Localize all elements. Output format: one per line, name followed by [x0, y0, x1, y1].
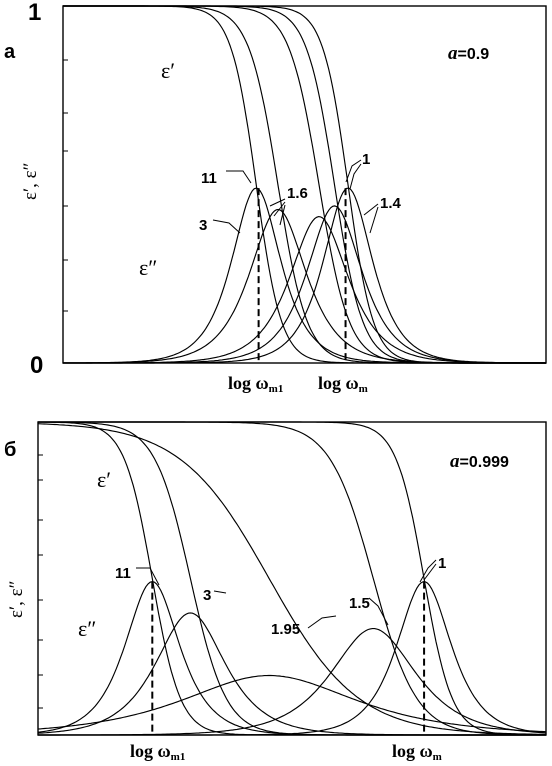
series-label-1-a: 1	[362, 151, 370, 168]
label-leader-7	[363, 203, 379, 216]
label-leader-8	[369, 206, 379, 234]
x-tick-label-wm1-b: log ωm1	[130, 741, 185, 763]
y-tick-label-1: 1	[28, 0, 41, 26]
label-leader-5	[423, 563, 437, 581]
param-symbol-b: a	[450, 451, 460, 472]
label-leader-1	[213, 590, 227, 594]
eps-imag-curve-1	[38, 581, 547, 736]
param-label-a: a=0.9	[448, 43, 489, 64]
label-leader-4	[419, 559, 437, 583]
eps-imag-curve-11	[37, 581, 546, 736]
y-axis-label-a: ε′, ε″	[20, 162, 41, 200]
ticks-b	[38, 454, 43, 709]
leaders-a	[212, 159, 379, 234]
eps-imag-curve-1-4	[63, 205, 546, 364]
x-tick-label-wm-a: log ωm	[318, 373, 368, 395]
series-label-3-b: 3	[203, 587, 211, 604]
curves-b	[37, 421, 547, 736]
series-label-1-b: 1	[438, 555, 446, 572]
series-label-1-5-b: 1.5	[349, 595, 370, 612]
label-leader-1	[212, 219, 241, 234]
param-value-a: =0.9	[458, 46, 490, 63]
curve-label-eps-imag-b: ε″	[78, 616, 96, 641]
eps-real-curve-1	[63, 5, 546, 364]
plot-frame-a	[62, 5, 547, 364]
y-axis-label-b: ε′, ε″	[6, 580, 27, 618]
markers-b	[151, 581, 426, 735]
eps-imag-curve-11	[63, 187, 546, 364]
series-label-11-a: 11	[201, 170, 217, 187]
series-label-11-b: 11	[115, 565, 131, 582]
eps-imag-curve-1	[63, 187, 546, 364]
series-label-3-a: 3	[199, 217, 207, 234]
label-leader-3	[368, 597, 389, 626]
x-tick-label-wm1-a: log ωm1	[228, 373, 283, 395]
series-label-1-4-a: 1.4	[380, 195, 402, 212]
markers-a	[257, 188, 347, 363]
label-leader-2	[307, 615, 337, 629]
curve-label-eps-real-b: ε′	[97, 467, 111, 492]
label-leader-0	[136, 567, 160, 586]
eps-imag-curve-1-6	[63, 216, 547, 364]
curves-a	[63, 5, 547, 364]
curve-label-eps-imag-a: ε″	[139, 255, 157, 280]
eps-imag-curve-1-95	[37, 674, 547, 733]
param-symbol-a: a	[448, 43, 458, 64]
leaders-b	[136, 559, 437, 629]
eps-real-curve-1	[38, 421, 546, 736]
curve-label-eps-real-a: ε′	[161, 58, 175, 83]
param-value-b: =0.999	[460, 454, 509, 471]
panel-a: a 1 0 ε′, ε″ a=0.9 ε′ ε″ 11 3 1.6 1 1.4 …	[4, 0, 547, 395]
label-leader-0	[226, 170, 252, 184]
label-leader-4	[279, 204, 286, 226]
x-tick-label-wm-b: log ωm	[392, 741, 442, 763]
ticks-a	[63, 5, 68, 364]
label-leader-6	[349, 163, 362, 190]
label-leader-2	[269, 198, 286, 207]
eps-imag-curve-3	[37, 612, 546, 736]
series-label-1-6-a: 1.6	[287, 185, 308, 202]
eps-imag-curve-3	[63, 208, 546, 364]
label-leader-5	[345, 159, 362, 183]
panel-letter-a: a	[4, 41, 16, 63]
y-tick-label-0: 0	[30, 352, 43, 379]
param-label-b: a=0.999	[450, 451, 509, 472]
label-leader-3	[273, 201, 286, 217]
panel-letter-b: б	[4, 439, 16, 461]
series-label-1-95-b: 1.95	[271, 621, 300, 638]
panel-b: б ε′, ε″ a=0.999 ε′ ε″ 11 3 1.95 1.5 1 l…	[4, 421, 547, 763]
eps-real-curve-1-95	[37, 423, 546, 735]
